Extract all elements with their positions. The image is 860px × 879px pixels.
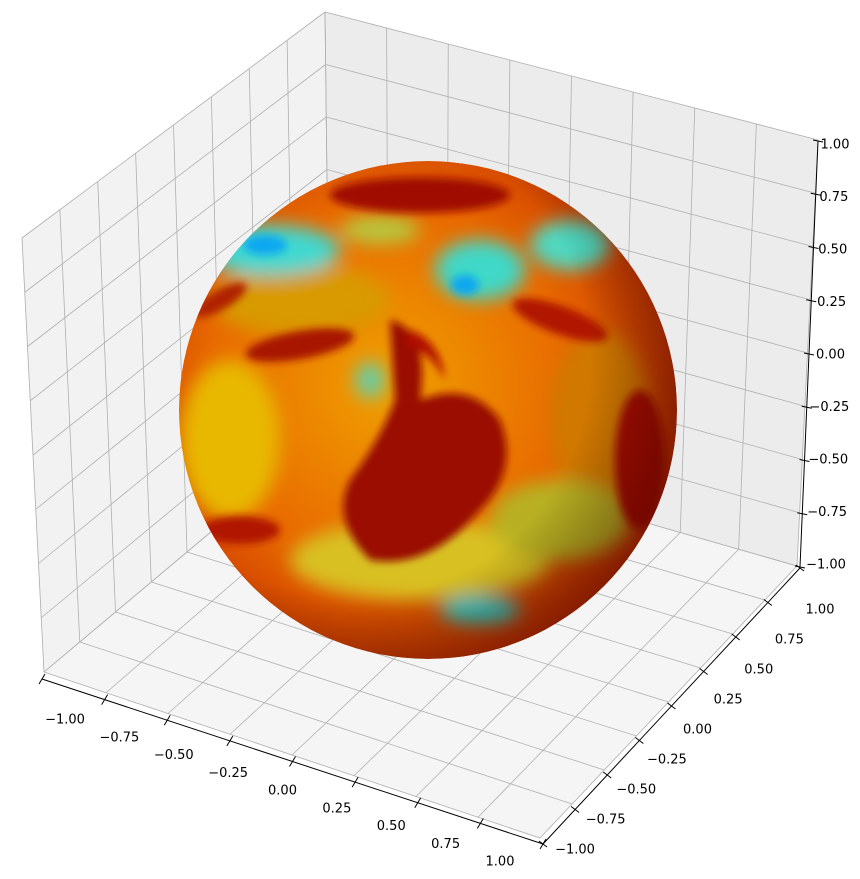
y-axis-tick-mark (570, 806, 580, 813)
x-axis-tick-mark (101, 694, 109, 705)
x-axis-tick-label: 0.75 (431, 837, 460, 852)
y-axis-tick-label: 0.00 (683, 723, 712, 738)
floor-gridline (477, 548, 739, 818)
x-axis-tick-mark (414, 797, 422, 809)
y-axis-tick-mark (635, 737, 644, 744)
x-axis-tick-mark (289, 756, 296, 767)
z-axis-tick-label: −0.50 (808, 453, 848, 468)
y-axis-tick-mark (538, 840, 548, 848)
x-axis-tick-mark (163, 714, 171, 726)
y-axis-tick-label: 0.75 (775, 633, 804, 648)
y-axis-tick-mark (699, 668, 708, 675)
z-axis-tick-mark (799, 459, 810, 462)
sphere-surface (179, 161, 677, 659)
x-axis-tick-mark (226, 735, 234, 747)
y-axis-tick-mark (731, 633, 741, 641)
z-axis-tick-mark (801, 405, 812, 409)
x-axis-tick-label: −0.75 (99, 730, 139, 745)
z-axis-tick-mark (803, 352, 815, 356)
z-axis-tick-mark (797, 512, 808, 516)
y-axis-tick-label: 0.50 (744, 663, 773, 678)
left-gridline (21, 11, 326, 239)
left-gridline (30, 169, 328, 402)
x-axis-tick-label: 0.25 (322, 801, 351, 816)
x-axis-tick-label: −1.00 (45, 713, 85, 728)
floor-gridline (415, 532, 681, 797)
z-axis-tick-label: 0.00 (816, 348, 845, 363)
z-axis-tick-label: 0.50 (818, 243, 847, 258)
back-gridline (325, 64, 816, 194)
x-axis-tick-label: 0.50 (377, 819, 406, 834)
y-axis-tick-mark (667, 702, 676, 710)
x-axis-tick-mark (38, 673, 46, 685)
back-gridline (738, 123, 757, 550)
z-axis-tick-label: 1.00 (821, 138, 850, 153)
z-axis-tick-mark (806, 299, 817, 303)
y-axis-tick-label: 1.00 (806, 603, 835, 618)
floor-gridline (539, 565, 798, 839)
x-axis-tick-mark (351, 776, 359, 788)
y-axis-tick-mark (763, 599, 773, 606)
y-axis-tick-label: −1.00 (555, 843, 595, 858)
x-axis-tick-mark (476, 818, 484, 829)
y-axis-tick-label: −0.25 (647, 753, 687, 768)
back-gridline (679, 107, 696, 533)
z-axis-tick-label: −1.00 (806, 558, 846, 573)
x-axis-tick-label: −0.25 (208, 766, 248, 781)
back-gridline (326, 116, 813, 247)
back-gridline (324, 11, 819, 141)
z-axis-tick-label: −0.25 (809, 400, 849, 415)
z-axis-tick-mark (812, 139, 824, 143)
x-axis-tick-label: 1.00 (486, 855, 515, 870)
y-axis-tick-mark (602, 771, 612, 779)
left-gridline (27, 116, 327, 347)
x-axis-tick-label: −0.50 (154, 748, 194, 763)
z-axis-tick-mark (810, 192, 821, 196)
back-gridline (796, 139, 819, 567)
left-gridline (24, 64, 326, 293)
y-axis-tick-label: 0.25 (714, 693, 743, 708)
z-axis-tick-label: 0.75 (819, 190, 848, 205)
y-axis-tick-label: −0.50 (616, 783, 656, 798)
z-axis-tick-label: −0.75 (807, 505, 847, 520)
z-axis-tick-mark (808, 246, 819, 249)
x-axis-tick-label: 0.00 (268, 784, 297, 799)
z-axis-tick-label: 0.25 (817, 295, 846, 310)
z-axis-tick-mark (794, 565, 806, 569)
y-axis-tick-label: −0.75 (586, 813, 626, 828)
